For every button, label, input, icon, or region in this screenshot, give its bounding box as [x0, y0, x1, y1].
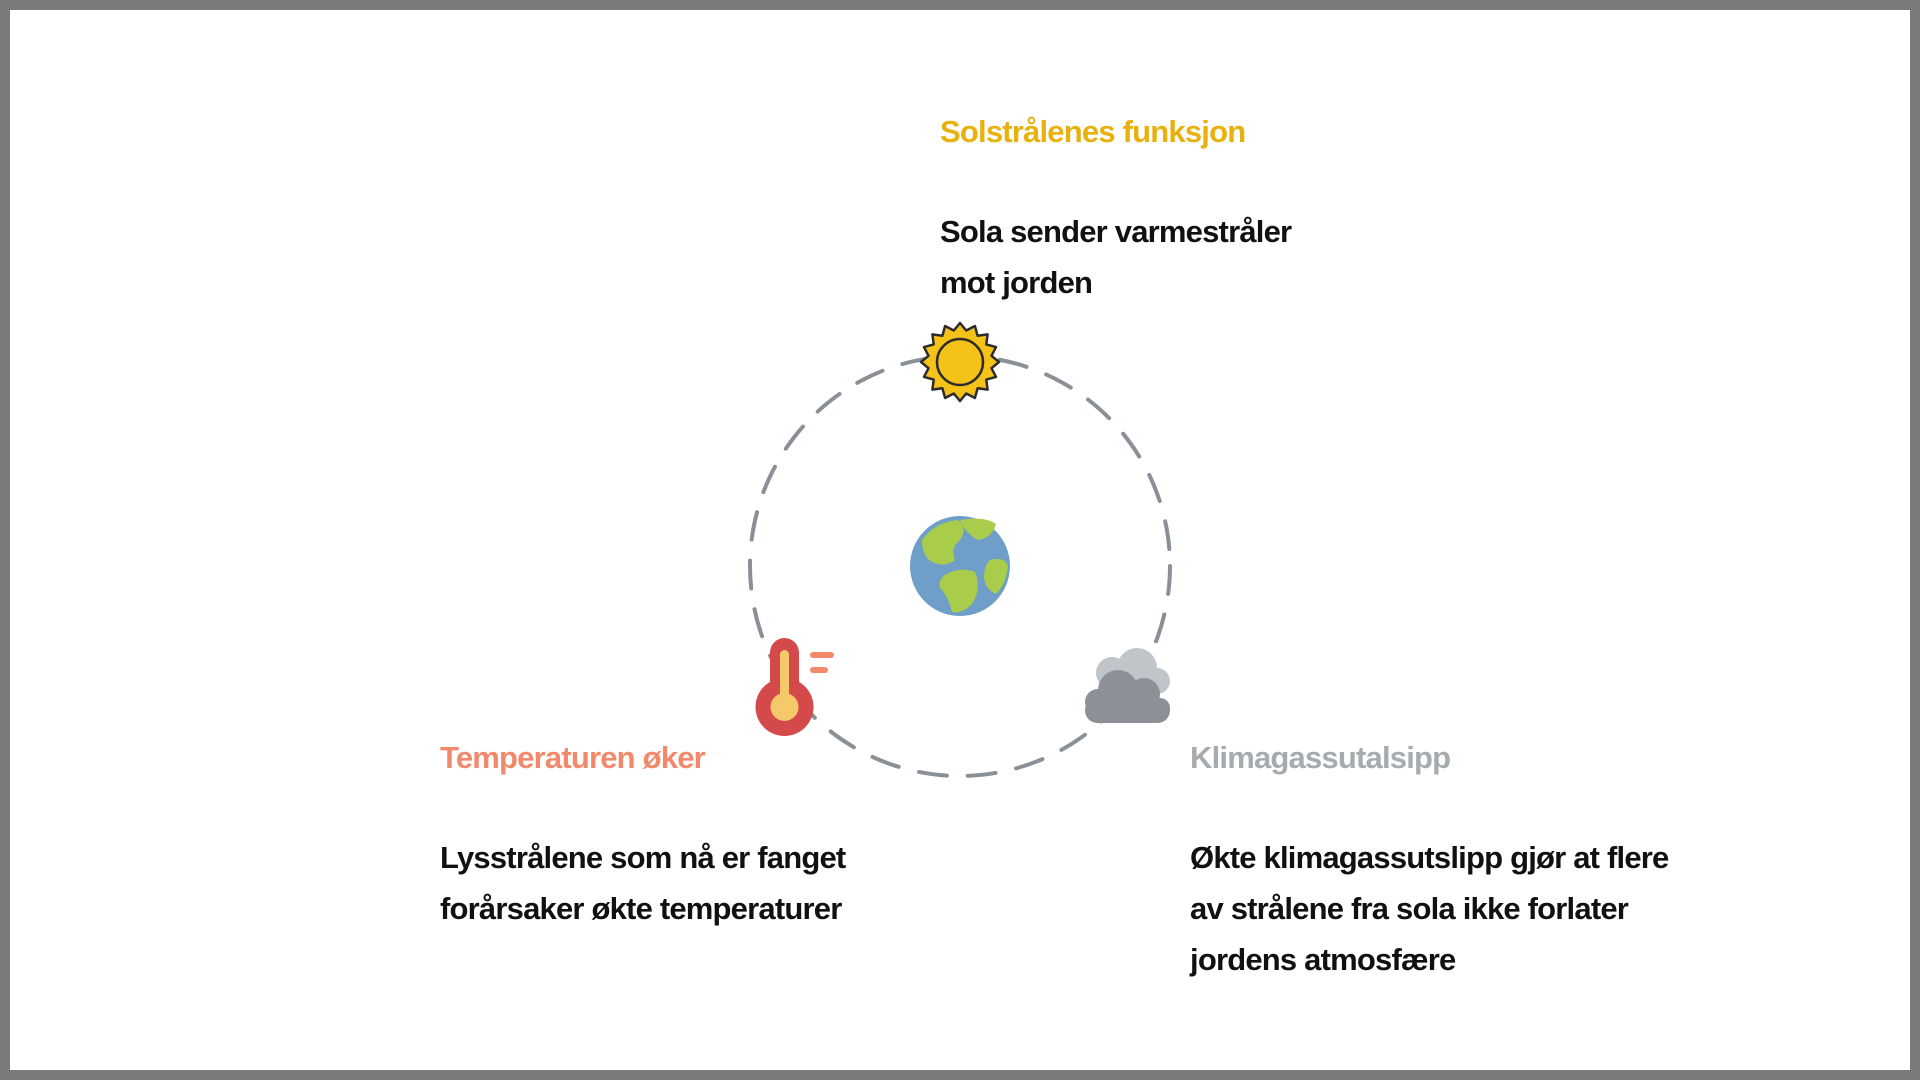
emissions-section-text-line-1: Økte klimagassutslipp gjør at flere [1190, 840, 1669, 875]
thermometer-icon [755, 638, 834, 736]
temperature-section-text-line-2: forårsaker økte temperaturer [440, 891, 842, 926]
temperature-section-heading: Temperaturen øker [440, 740, 706, 775]
emissions-section-heading: Klimagassutalsipp [1190, 740, 1451, 775]
earth-globe-icon [910, 516, 1010, 616]
cloud-icon [1085, 648, 1170, 723]
sun-section-heading: Solstrålenes funksjon [940, 114, 1246, 149]
sun-section-text-line-2: mot jorden [940, 265, 1093, 300]
emissions-section-text-line-2: av strålene fra sola ikke forlater [1190, 891, 1629, 926]
sun-icon [919, 321, 1001, 403]
sun-section-text-line-1: Sola sender varmestråler [940, 214, 1292, 249]
emissions-section-text-line-3: jordens atmosfære [1190, 942, 1456, 977]
temperature-section-text-line-1: Lysstrålene som nå er fanget [440, 840, 846, 875]
